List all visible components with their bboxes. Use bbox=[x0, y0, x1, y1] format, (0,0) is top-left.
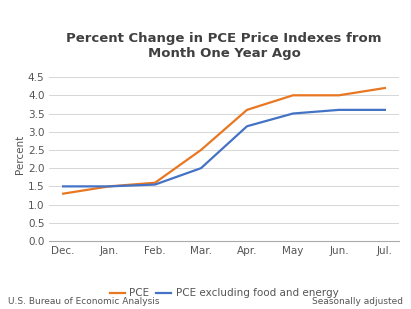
Line: PCE: PCE bbox=[63, 88, 385, 194]
Title: Percent Change in PCE Price Indexes from
Month One Year Ago: Percent Change in PCE Price Indexes from… bbox=[66, 32, 382, 60]
PCE bbox=[291, 93, 296, 97]
PCE excluding food and energy bbox=[382, 108, 387, 112]
Legend: PCE, PCE excluding food and energy: PCE, PCE excluding food and energy bbox=[106, 284, 342, 303]
PCE bbox=[337, 93, 342, 97]
Text: Seasonally adjusted: Seasonally adjusted bbox=[312, 297, 403, 306]
PCE bbox=[61, 192, 66, 196]
PCE excluding food and energy bbox=[152, 183, 157, 186]
PCE bbox=[245, 108, 249, 112]
PCE bbox=[199, 148, 203, 152]
Text: U.S. Bureau of Economic Analysis: U.S. Bureau of Economic Analysis bbox=[8, 297, 160, 306]
PCE excluding food and energy bbox=[106, 184, 111, 188]
PCE excluding food and energy bbox=[61, 184, 66, 188]
PCE excluding food and energy bbox=[199, 166, 203, 170]
Y-axis label: Percent: Percent bbox=[15, 135, 25, 174]
PCE excluding food and energy bbox=[245, 125, 249, 128]
PCE excluding food and energy bbox=[337, 108, 342, 112]
Line: PCE excluding food and energy: PCE excluding food and energy bbox=[63, 110, 385, 186]
PCE excluding food and energy bbox=[291, 112, 296, 115]
PCE bbox=[106, 184, 111, 188]
PCE bbox=[152, 181, 157, 184]
PCE bbox=[382, 86, 387, 90]
